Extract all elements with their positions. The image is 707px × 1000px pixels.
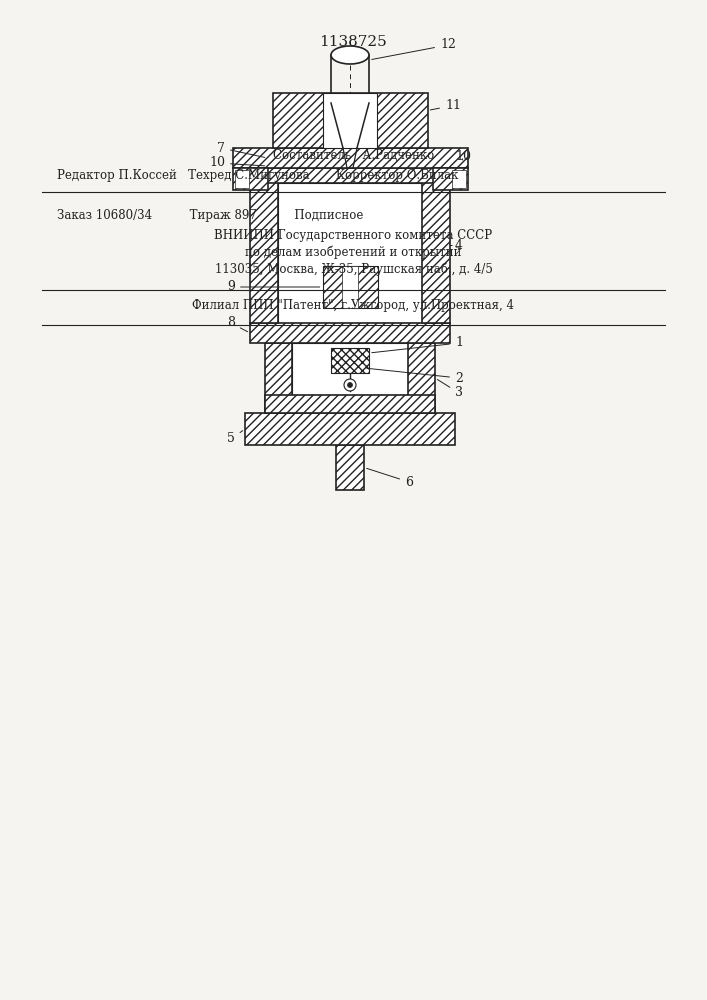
Bar bbox=[322, 266, 378, 308]
Bar bbox=[336, 445, 364, 490]
Text: Заказ 10680/34          Тираж 897          Подписное: Заказ 10680/34 Тираж 897 Подписное bbox=[57, 209, 363, 222]
Ellipse shape bbox=[331, 46, 369, 64]
Bar bbox=[278, 183, 422, 323]
Text: 1: 1 bbox=[372, 336, 463, 353]
Bar bbox=[235, 170, 248, 188]
Text: по делам изобретений и открытий: по делам изобретений и открытий bbox=[245, 245, 462, 259]
Bar bbox=[422, 168, 450, 323]
Text: 11: 11 bbox=[431, 99, 461, 112]
Text: Редактор П.Коссей   Техред С.Мигунова       Корректор О.Билак: Редактор П.Коссей Техред С.Мигунова Корр… bbox=[57, 168, 458, 182]
Bar bbox=[265, 343, 292, 413]
Bar bbox=[233, 148, 467, 168]
Text: 8: 8 bbox=[227, 316, 247, 332]
Text: Составитель   А.Радченко: Составитель А.Радченко bbox=[273, 148, 434, 161]
Bar bbox=[245, 413, 455, 445]
Text: 10: 10 bbox=[209, 156, 264, 169]
Bar bbox=[331, 348, 369, 373]
Text: Филиал ППП "Патент", г.Ужгород, ул.Проектная, 4: Филиал ППП "Патент", г.Ужгород, ул.Проек… bbox=[192, 298, 515, 312]
Bar bbox=[272, 93, 428, 148]
Bar bbox=[250, 323, 450, 343]
Text: 12: 12 bbox=[372, 38, 456, 59]
Text: 6: 6 bbox=[367, 468, 413, 488]
Bar bbox=[342, 266, 358, 308]
Bar bbox=[452, 170, 465, 188]
Bar bbox=[292, 343, 408, 395]
Text: 113035, Москва, Ж-35, Раушская наб., д. 4/5: 113035, Москва, Ж-35, Раушская наб., д. … bbox=[214, 262, 493, 276]
Bar bbox=[250, 168, 278, 323]
Bar bbox=[233, 168, 267, 190]
Circle shape bbox=[348, 382, 353, 387]
Bar bbox=[433, 168, 467, 190]
Text: 10: 10 bbox=[455, 149, 471, 162]
Text: ВНИИПИ Государственного комитета СССР: ВНИИПИ Государственного комитета СССР bbox=[214, 229, 493, 241]
Text: 5: 5 bbox=[227, 431, 243, 446]
Bar bbox=[408, 343, 435, 413]
Bar bbox=[265, 395, 435, 413]
Circle shape bbox=[344, 379, 356, 391]
Bar bbox=[250, 168, 450, 183]
Text: 7: 7 bbox=[217, 141, 265, 157]
Text: 1138725: 1138725 bbox=[319, 35, 387, 49]
Text: 9: 9 bbox=[227, 280, 320, 294]
Text: 2: 2 bbox=[367, 368, 463, 384]
Text: 4: 4 bbox=[450, 239, 463, 252]
Text: 3: 3 bbox=[438, 379, 463, 399]
Bar bbox=[323, 93, 377, 148]
